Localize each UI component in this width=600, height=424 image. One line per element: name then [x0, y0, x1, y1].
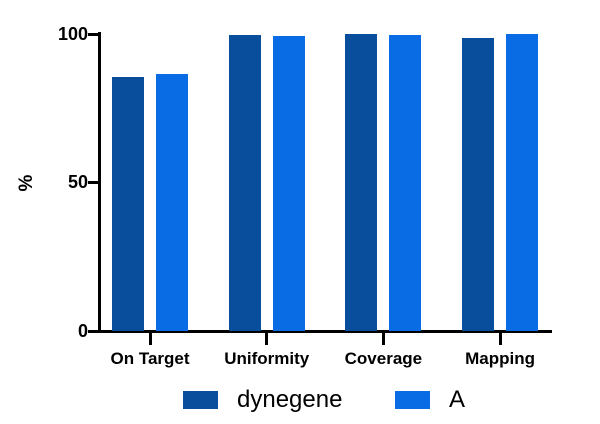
category-label: Mapping [465, 349, 536, 368]
bar-dynegene-0 [112, 76, 144, 331]
bar-A-1 [272, 36, 305, 331]
category-label: Coverage [344, 349, 423, 368]
legend-item-A: A [395, 384, 465, 416]
x-axis-line [98, 330, 552, 333]
x-tick [148, 333, 152, 345]
x-tick [381, 333, 385, 345]
legend-label: dynegene [237, 386, 343, 413]
y-axis-line [98, 32, 101, 333]
x-tick [498, 333, 502, 345]
legend-swatch [395, 391, 430, 409]
bar-A-2 [389, 34, 422, 331]
legend-item-dynegene: dynegene [183, 384, 342, 416]
x-tick [265, 333, 269, 345]
bar-A-0 [156, 73, 188, 331]
bar-dynegene-1 [228, 34, 261, 331]
y-tick-label: 0 [77, 321, 88, 341]
legend-label: A [449, 386, 466, 413]
bar-dynegene-3 [462, 37, 495, 331]
y-tick [88, 181, 99, 185]
y-tick-label: 100 [57, 23, 88, 44]
y-tick [88, 32, 99, 36]
category-label: On Target [110, 349, 190, 368]
bar-dynegene-2 [345, 33, 378, 331]
y-tick [88, 330, 99, 333]
legend-swatch [183, 391, 218, 409]
y-tick-label: 50 [67, 172, 88, 193]
bar-A-3 [506, 33, 539, 331]
category-label: Uniformity [224, 349, 310, 368]
legend: dynegene A [0, 384, 600, 416]
